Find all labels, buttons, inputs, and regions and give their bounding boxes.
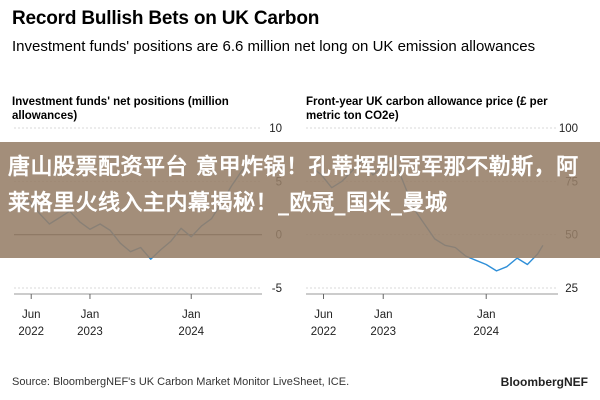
y-tick-label: 25 — [565, 283, 578, 295]
chart-subtitle: Investment funds' positions are 6.6 mill… — [12, 38, 536, 55]
x-tick-year-label: 2022 — [18, 326, 44, 338]
x-tick-label: Jan — [477, 309, 496, 321]
chart-title: Record Bullish Bets on UK Carbon — [12, 8, 320, 29]
x-tick-label: Jan — [374, 309, 393, 321]
x-tick-year-label: 2023 — [370, 326, 396, 338]
left-panel-title: Investment funds' net positions (million… — [12, 96, 229, 122]
y-tick-label: 10 — [269, 123, 282, 135]
y-tick-label: -5 — [272, 283, 282, 295]
source-note: Source: BloombergNEF's UK Carbon Market … — [12, 376, 350, 388]
x-tick-year-label: 2024 — [473, 326, 499, 338]
x-tick-label: Jan — [182, 309, 201, 321]
banner-headline[interactable]: 唐山股票配资平台 意甲炸锅！孔蒂挥别冠军那不勒斯，阿莱格里火线入主内幕揭秘！_欧… — [8, 155, 579, 216]
y-tick-label: 100 — [559, 123, 578, 135]
x-tick-year-label: 2023 — [77, 326, 103, 338]
overlay-banner — [0, 142, 600, 258]
brand-logo: BloombergNEF — [500, 375, 588, 389]
x-tick-year-label: 2022 — [311, 326, 337, 338]
x-tick-label: Jun — [314, 309, 333, 321]
right-panel-title: Front-year UK carbon allowance price (£ … — [306, 96, 548, 122]
x-tick-label: Jun — [22, 309, 41, 321]
x-tick-label: Jan — [81, 309, 100, 321]
x-tick-year-label: 2024 — [178, 326, 204, 338]
